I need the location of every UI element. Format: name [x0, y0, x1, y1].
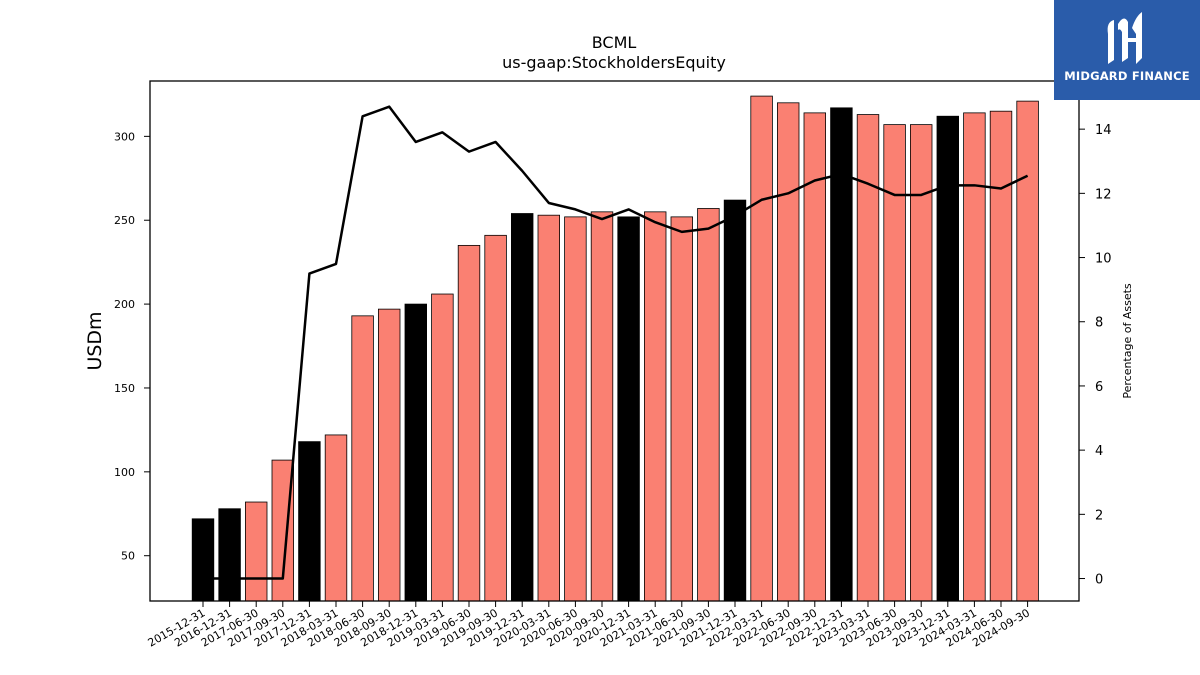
bar: [803, 112, 827, 602]
bar: [537, 214, 561, 602]
bar: [564, 216, 587, 602]
y2-tick-label: 4: [1095, 444, 1103, 459]
bar: [218, 508, 241, 602]
bar: [510, 213, 534, 602]
x-axis: 2015-12-312016-12-312017-06-302017-09-30…: [146, 601, 1032, 650]
y2-tick-label: 10: [1095, 252, 1112, 267]
bar: [404, 303, 428, 602]
plot-frame: [149, 80, 1080, 602]
bar: [484, 234, 507, 602]
y-tick-label: 250: [114, 214, 135, 227]
chart-title: BCML: [592, 33, 637, 52]
bar: [750, 95, 773, 602]
bar: [830, 107, 853, 602]
chart-subtitle: us-gaap:StockholdersEquity: [502, 53, 726, 72]
company-logo: MIDGARD FINANCE: [1054, 0, 1200, 100]
logo-mark-icon: [1107, 12, 1142, 64]
y2-tick-label: 6: [1095, 380, 1103, 395]
y-axis: 50 100 150 200 250 300: [114, 130, 150, 563]
bar: [457, 244, 481, 602]
bar: [244, 501, 268, 602]
line-series: [203, 105, 1029, 580]
y-tick-label: 50: [121, 550, 135, 563]
bar: [298, 441, 321, 602]
bar: [670, 216, 694, 602]
bar: [590, 211, 614, 602]
line-path: [203, 105, 1029, 580]
y2-tick-label: 12: [1095, 187, 1112, 202]
bar: [723, 199, 747, 602]
bar: [777, 102, 800, 602]
y2-tick-label: 0: [1095, 573, 1103, 588]
y2-axis: 0 2 4 6 8 10 12 14: [1079, 123, 1112, 588]
bar: [431, 293, 454, 602]
bar: [324, 434, 348, 602]
bar: [644, 211, 667, 602]
y-tick-label: 300: [114, 130, 135, 143]
logo-text: MIDGARD FINANCE: [1064, 69, 1190, 83]
y2-axis-label: Percentage of Assets: [1121, 283, 1134, 399]
y2-tick-label: 8: [1095, 316, 1103, 331]
bar: [377, 308, 401, 602]
y-tick-label: 150: [114, 382, 135, 395]
y-axis-label: USDm: [84, 311, 106, 370]
y2-tick-label: 2: [1095, 508, 1103, 523]
bar: [351, 315, 374, 602]
bar: [617, 216, 640, 602]
y2-tick-label: 14: [1095, 123, 1112, 138]
bar-series: [191, 95, 1039, 602]
y-tick-label: 100: [114, 466, 135, 479]
bar: [191, 518, 215, 602]
y-tick-label: 200: [114, 298, 135, 311]
bar: [697, 208, 720, 602]
